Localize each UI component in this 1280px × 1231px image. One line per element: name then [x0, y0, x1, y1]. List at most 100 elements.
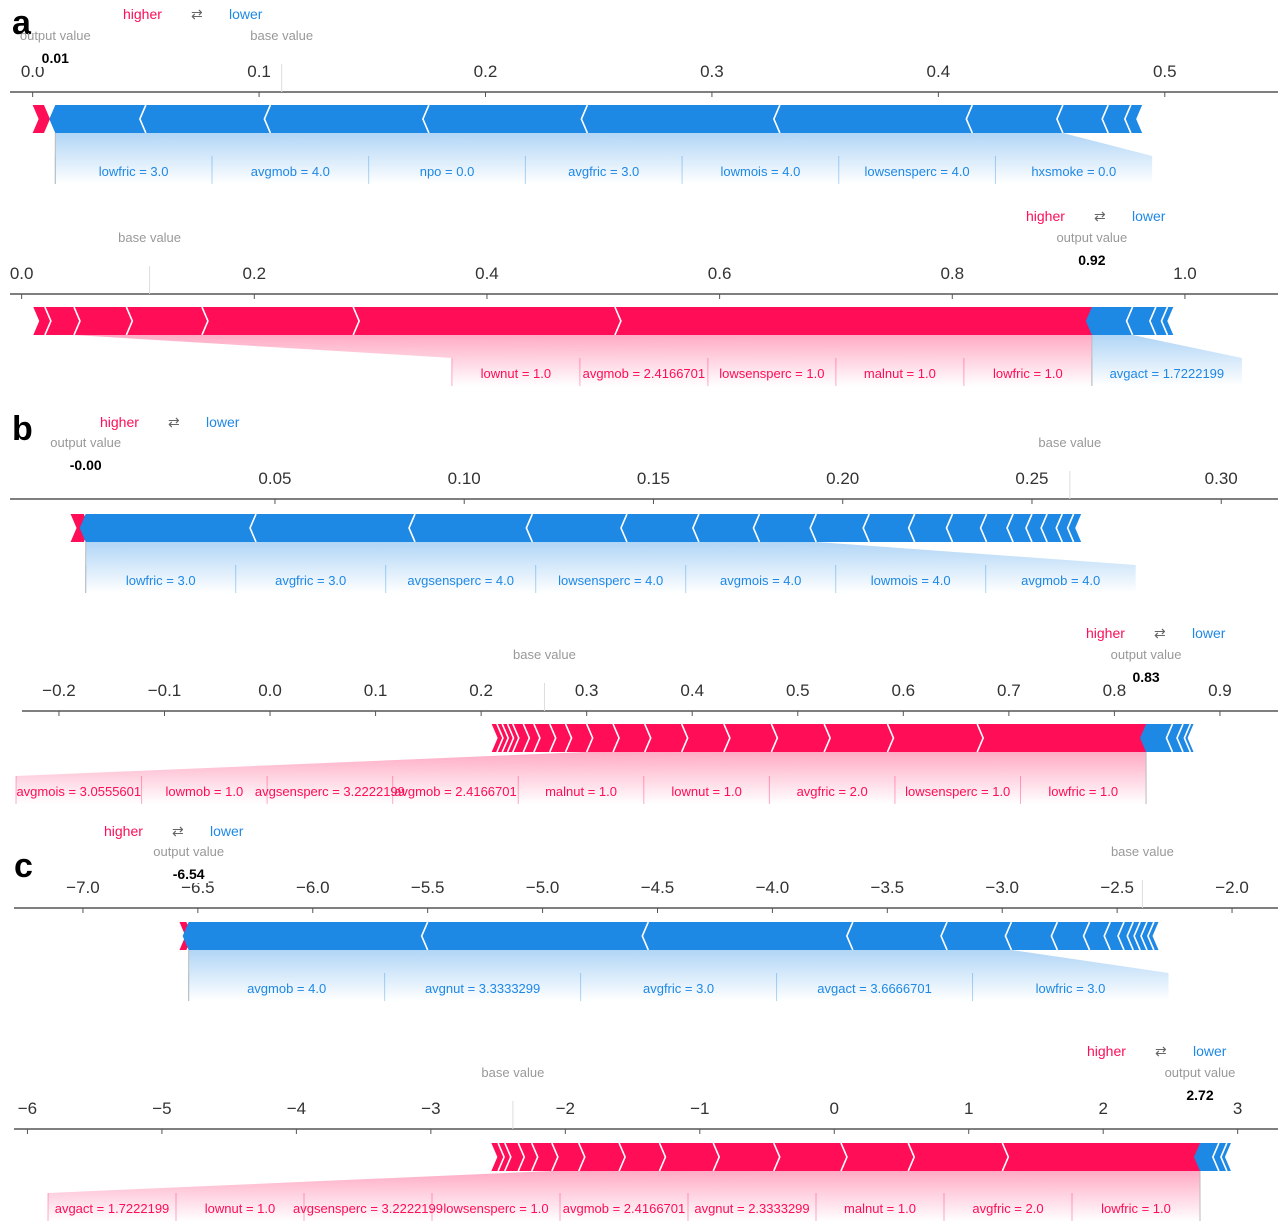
positive-segment: [887, 724, 984, 752]
tick-label: 0: [830, 1099, 839, 1118]
label-fan: [55, 133, 212, 184]
feature-label: lowfric = 1.0: [1048, 784, 1118, 799]
legend: higher ⇄ lower: [123, 6, 263, 22]
legend-lower: lower: [229, 6, 263, 22]
tick-label: −5.0: [526, 878, 560, 897]
segment-separator: [564, 723, 573, 753]
tick-label: 0.30: [1205, 469, 1238, 488]
negative-segment: [1220, 1143, 1231, 1171]
feature-label: avgmob = 2.4166701: [394, 784, 517, 799]
label-fan: [587, 133, 839, 184]
negative-segment: [642, 922, 853, 950]
output-value-number: 0.01: [42, 50, 69, 66]
segment-separator: [1147, 921, 1155, 951]
feature-label: lowsensperc = 4.0: [558, 573, 663, 588]
segment-separator: [1082, 921, 1091, 951]
feature-label: lowmob = 1.0: [166, 784, 244, 799]
negative-segment: [49, 105, 146, 133]
tick-label: −5: [152, 1099, 171, 1118]
legend-higher: higher: [1087, 1043, 1126, 1059]
tick-label: −7.0: [66, 878, 100, 897]
positive-segment: [502, 724, 514, 752]
segment-separator: [551, 1142, 559, 1172]
segment-separator: [585, 723, 594, 753]
segment-separator: [809, 513, 817, 543]
positive-segment: [644, 724, 688, 752]
negative-segment: [753, 514, 817, 542]
negative-segment: [1140, 724, 1173, 752]
label-fan: [816, 1171, 945, 1221]
segment-separator: [752, 513, 761, 543]
negative-segment: [421, 922, 649, 950]
negative-segment: [1085, 307, 1133, 335]
label-fan: [48, 1171, 579, 1221]
force-plot-3: −0.2 −0.1 0.0 0.1 0.2 0.3 0.4 0.5 0.6 0.7 0.8 0.9 ba…: [15, 625, 1278, 804]
force-plot-4: −7.0 −6.5 −6.0 −5.5 −5.0 −4.5 −4.0 −3.5 −3.0 −2.5…: [14, 823, 1278, 1001]
feature-label: lowfric = 1.0: [993, 366, 1063, 381]
label-fan: [614, 335, 1092, 386]
tick-label: 0.7: [997, 681, 1021, 700]
feature-label: lowsensperc = 1.0: [443, 1201, 548, 1216]
segment-separator: [976, 723, 985, 753]
label-fan: [779, 133, 996, 184]
label-fan: [85, 542, 257, 593]
tick-label: 0.8: [940, 264, 964, 283]
segment-separator: [612, 723, 620, 753]
feature-label: malnut = 1.0: [844, 1201, 916, 1216]
tick-label: −0.2: [42, 681, 76, 700]
positive-segment: [201, 307, 360, 335]
legend-arrows-icon: ⇄: [191, 6, 203, 22]
output-value-backdrop: [35, 49, 76, 67]
legend-higher: higher: [1026, 208, 1065, 224]
segment-separator: [770, 723, 779, 753]
output-value-label: output value: [1056, 230, 1127, 245]
label-fan: [626, 542, 836, 593]
segment-separator: [1126, 921, 1134, 951]
segment-separator: [1165, 723, 1174, 753]
label-fan: [1002, 1171, 1201, 1221]
segment-separator: [530, 1142, 539, 1172]
feature-label: malnut = 1.0: [864, 366, 936, 381]
legend-lower: lower: [1193, 1043, 1227, 1059]
segment-separator: [641, 921, 650, 951]
legend: higher ⇄ lower: [1086, 625, 1226, 641]
negative-segment: [422, 105, 588, 133]
segment-separator: [497, 1142, 505, 1172]
segment-separator: [506, 723, 515, 753]
label-fan: [532, 542, 686, 593]
segment-separator: [680, 723, 689, 753]
positive-segment: [73, 307, 133, 335]
positive-segment: [659, 1143, 720, 1171]
label-fan: [580, 950, 853, 1001]
segment-separator: [692, 513, 700, 543]
label-fan: [1091, 335, 1242, 386]
negative-segment: [1083, 922, 1111, 950]
label-fan: [977, 752, 1147, 804]
legend-arrows-icon: ⇄: [1155, 1043, 1167, 1059]
panel-letter: b: [12, 410, 33, 448]
positive-segment: [723, 724, 778, 752]
segment-separator: [1056, 104, 1064, 134]
negative-segment: [980, 514, 1014, 542]
feature-label: avgsensperc = 3.2222199: [255, 784, 405, 799]
segment-separator: [823, 723, 832, 753]
tick-label: 0.5: [1153, 62, 1177, 81]
tick-label: −4: [287, 1099, 306, 1118]
feature-label: avgnut = 2.3333299: [694, 1201, 809, 1216]
output-value-backdrop: [1126, 668, 1167, 686]
label-fan: [201, 335, 836, 386]
output-value-number: 0.92: [1078, 252, 1105, 268]
panel-letter: a: [12, 4, 32, 42]
feature-label: lownut = 1.0: [481, 366, 551, 381]
label-fan: [887, 752, 1021, 804]
tick-label: −4.5: [641, 878, 675, 897]
positive-segment: [531, 1143, 558, 1171]
negative-segment: [1161, 307, 1174, 335]
segment-separator: [1040, 513, 1048, 543]
legend-higher: higher: [104, 823, 143, 839]
segment-separator: [1133, 921, 1141, 951]
tick-label: 0.3: [575, 681, 599, 700]
segment-separator: [1055, 513, 1063, 543]
force-plot-2: 0.05 0.10 0.15 0.20 0.25 0.30 base value output…: [10, 414, 1278, 593]
positive-segment: [713, 1143, 780, 1171]
